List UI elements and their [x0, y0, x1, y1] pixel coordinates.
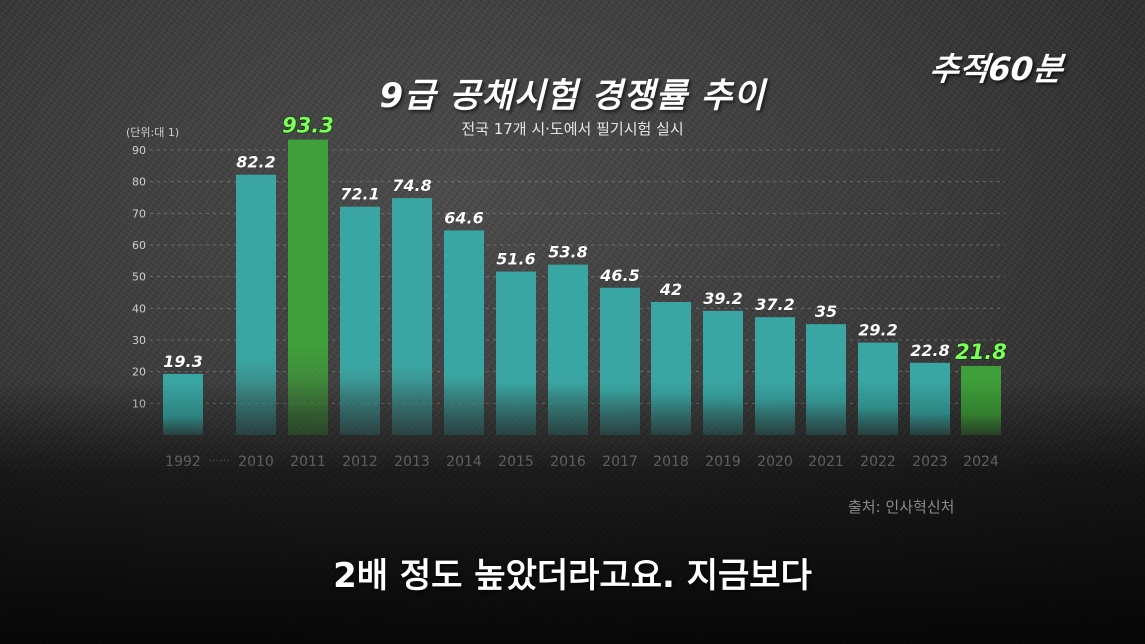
y-tick-label: 30	[132, 334, 146, 347]
chart-subtitle: 전국 17개 시·도에서 필기시험 실시	[461, 120, 684, 138]
value-label-2019: 39.2	[703, 289, 742, 308]
program-logo: 추적60분	[927, 50, 1065, 88]
value-label-2021: 35	[815, 302, 837, 321]
unit-label: (단위:대 1)	[126, 126, 180, 139]
value-label-2014: 64.6	[444, 208, 483, 227]
chart-title: 9급 공채시험 경쟁률 추이	[379, 76, 766, 116]
value-label-2013: 74.8	[392, 176, 431, 195]
source-label: 출처: 인사혁신처	[848, 498, 955, 516]
y-tick-label: 40	[132, 302, 146, 315]
y-tick-label: 90	[132, 144, 146, 157]
value-label-2011: 93.3	[282, 114, 334, 138]
y-tick-label: 80	[132, 176, 146, 189]
value-label-2020: 37.2	[755, 295, 794, 314]
value-label-2010: 82.2	[236, 153, 275, 172]
y-tick-label: 50	[132, 271, 146, 284]
value-label-2017: 46.5	[599, 266, 639, 285]
value-label-2018: 42	[659, 280, 682, 299]
value-label-2024: 21.8	[955, 340, 1007, 364]
y-tick-label: 20	[132, 366, 146, 379]
subtitle-caption: 2배 정도 높았더라고요. 지금보다	[333, 556, 812, 596]
value-label-2016: 53.8	[548, 243, 587, 262]
value-label-2022: 29.2	[858, 321, 897, 340]
bottom-shade	[0, 380, 1145, 644]
y-tick-label: 60	[132, 239, 146, 252]
value-label-2015: 51.6	[496, 250, 535, 269]
value-label-1992: 19.3	[163, 352, 202, 371]
y-tick-label: 70	[132, 207, 146, 220]
value-label-2023: 22.8	[910, 341, 949, 360]
value-label-2012: 72.1	[340, 185, 379, 204]
